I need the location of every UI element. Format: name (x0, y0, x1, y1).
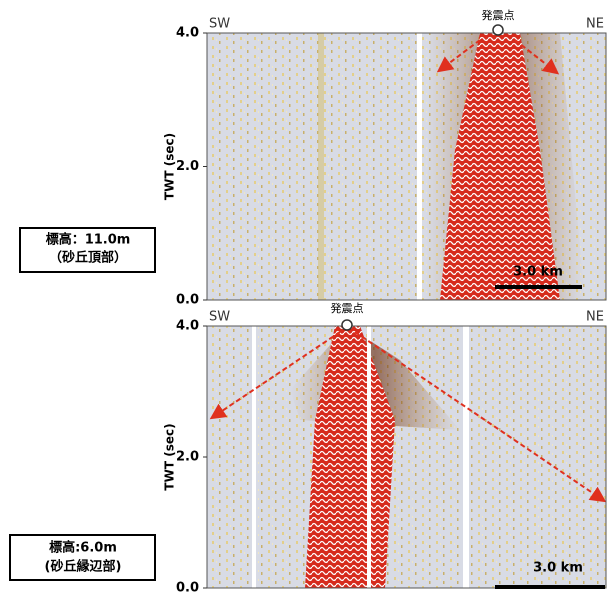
label-box (9, 534, 156, 581)
y-axis-label: TWT (sec) (163, 133, 177, 200)
y-tick-label: 4.0 (176, 319, 199, 334)
source-label: 発震点 (331, 301, 364, 315)
scale-label: 3.0 km (533, 561, 583, 576)
direction-label: SW (209, 17, 230, 32)
y-tick-label: 0.0 (176, 293, 199, 308)
elevation-label: 標高:6.0m (49, 540, 117, 556)
y-tick-label: 2.0 (176, 159, 199, 174)
source-label: 発震点 (482, 8, 515, 22)
seismic-section (206, 319, 607, 589)
elevation-label: （砂丘頂部） (49, 250, 127, 266)
y-tick-label: 2.0 (176, 450, 199, 465)
elevation-label: 標高：11.0m (46, 232, 131, 248)
y-tick-label: 4.0 (176, 26, 199, 41)
label-box (19, 227, 156, 273)
direction-label: NE (586, 310, 604, 325)
elevation-label: (砂丘縁辺部) (45, 559, 122, 575)
scale-label: 3.0 km (513, 265, 563, 280)
seismic-section (206, 24, 607, 301)
direction-label: SW (209, 310, 230, 325)
direction-label: NE (586, 17, 604, 32)
y-tick-label: 0.0 (176, 581, 199, 596)
y-axis-label: TWT (sec) (163, 423, 177, 490)
